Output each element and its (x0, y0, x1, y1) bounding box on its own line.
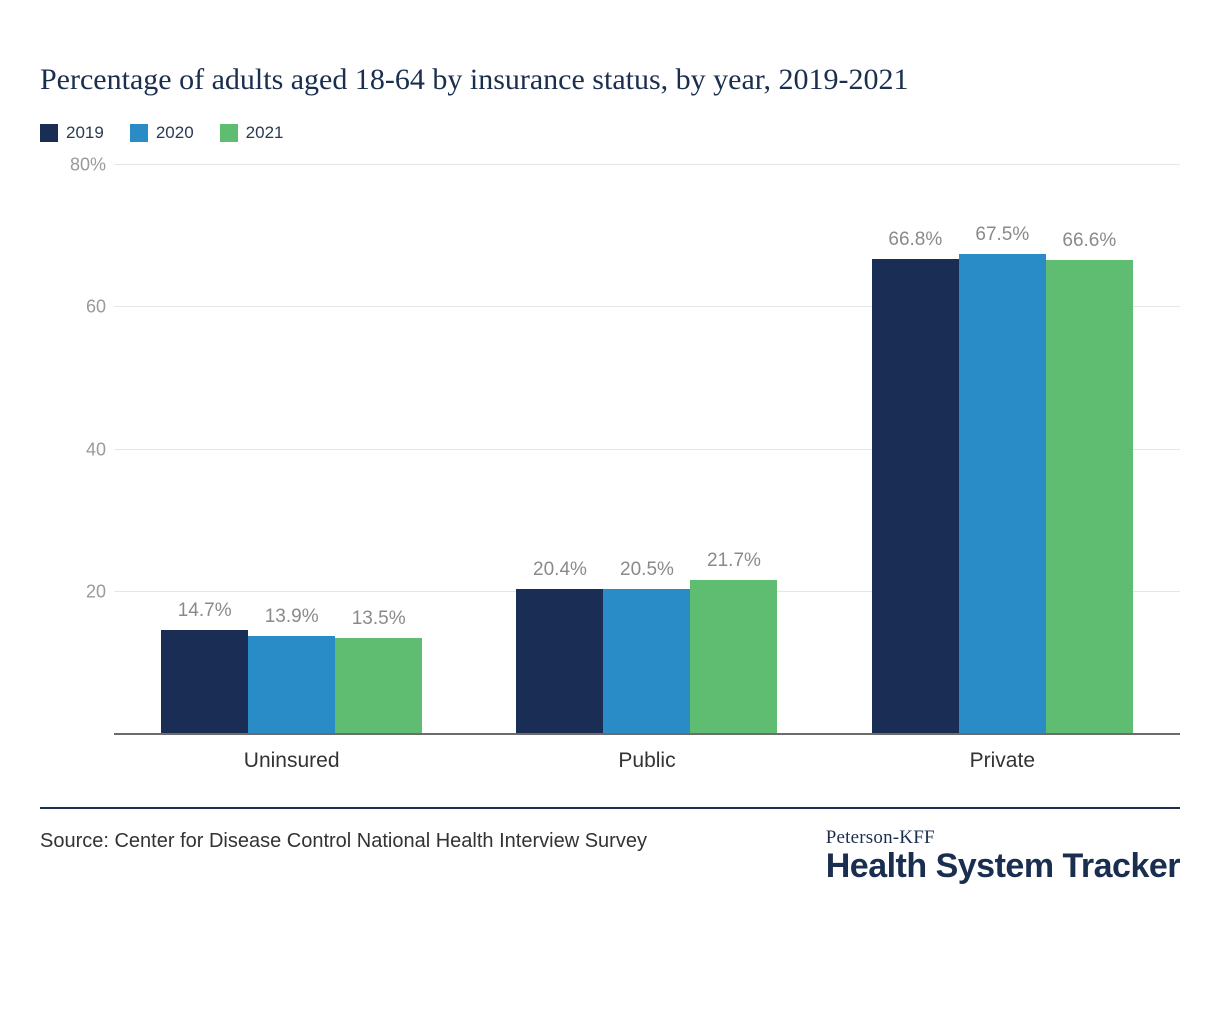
source-text: Source: Center for Disease Control Natio… (40, 827, 647, 855)
brand-top-line: Peterson-KFF (826, 827, 1180, 849)
bar-value-label: 67.5% (975, 224, 1029, 254)
bar-group-public: 20.4% 20.5% 21.7% (469, 165, 824, 735)
legend-label: 2020 (156, 123, 194, 143)
plot-area: 20 40 60 80% 14.7% 13.9% 13.5% (114, 165, 1180, 735)
legend-label: 2019 (66, 123, 104, 143)
bar-2020: 13.9% (248, 636, 335, 735)
bar-2020: 67.5% (959, 254, 1046, 735)
bar-2019: 20.4% (516, 589, 603, 734)
chart-title: Percentage of adults aged 18-64 by insur… (40, 60, 1180, 101)
y-tick-label: 80% (60, 154, 106, 175)
x-label: Private (825, 739, 1180, 775)
bar-value-label: 20.4% (533, 559, 587, 589)
bar-groups: 14.7% 13.9% 13.5% 20.4% 20.5% (114, 165, 1180, 735)
footer-divider (40, 807, 1180, 809)
bar-value-label: 14.7% (178, 600, 232, 630)
bar-2021: 66.6% (1046, 260, 1133, 735)
bar-value-label: 13.5% (352, 608, 406, 638)
bar-2019: 14.7% (161, 630, 248, 735)
bar-2020: 20.5% (603, 589, 690, 735)
legend-item: 2021 (220, 123, 284, 143)
footer: Source: Center for Disease Control Natio… (40, 827, 1180, 885)
legend-swatch-2021 (220, 124, 238, 142)
legend-swatch-2020 (130, 124, 148, 142)
bar-value-label: 21.7% (707, 550, 761, 580)
y-tick-label: 40 (60, 439, 106, 460)
chart: 20 40 60 80% 14.7% 13.9% 13.5% (50, 165, 1180, 775)
bar-value-label: 13.9% (265, 606, 319, 636)
brand-logo: Peterson-KFF Health System Tracker (826, 827, 1180, 885)
legend-item: 2020 (130, 123, 194, 143)
bar-value-label: 66.6% (1062, 230, 1116, 260)
x-label: Public (469, 739, 824, 775)
bar-2019: 66.8% (872, 259, 959, 735)
bar-2021: 13.5% (335, 638, 422, 734)
legend: 2019 2020 2021 (40, 123, 1180, 143)
x-label: Uninsured (114, 739, 469, 775)
brand-main-line: Health System Tracker (826, 849, 1180, 885)
legend-item: 2019 (40, 123, 104, 143)
bar-value-label: 20.5% (620, 559, 674, 589)
x-axis-labels: Uninsured Public Private (114, 739, 1180, 775)
x-axis-baseline (114, 733, 1180, 735)
bar-group-private: 66.8% 67.5% 66.6% (825, 165, 1180, 735)
bar-group-uninsured: 14.7% 13.9% 13.5% (114, 165, 469, 735)
bar-value-label: 66.8% (888, 229, 942, 259)
legend-swatch-2019 (40, 124, 58, 142)
y-tick-label: 20 (60, 582, 106, 603)
y-tick-label: 60 (60, 297, 106, 318)
legend-label: 2021 (246, 123, 284, 143)
bar-2021: 21.7% (690, 580, 777, 735)
